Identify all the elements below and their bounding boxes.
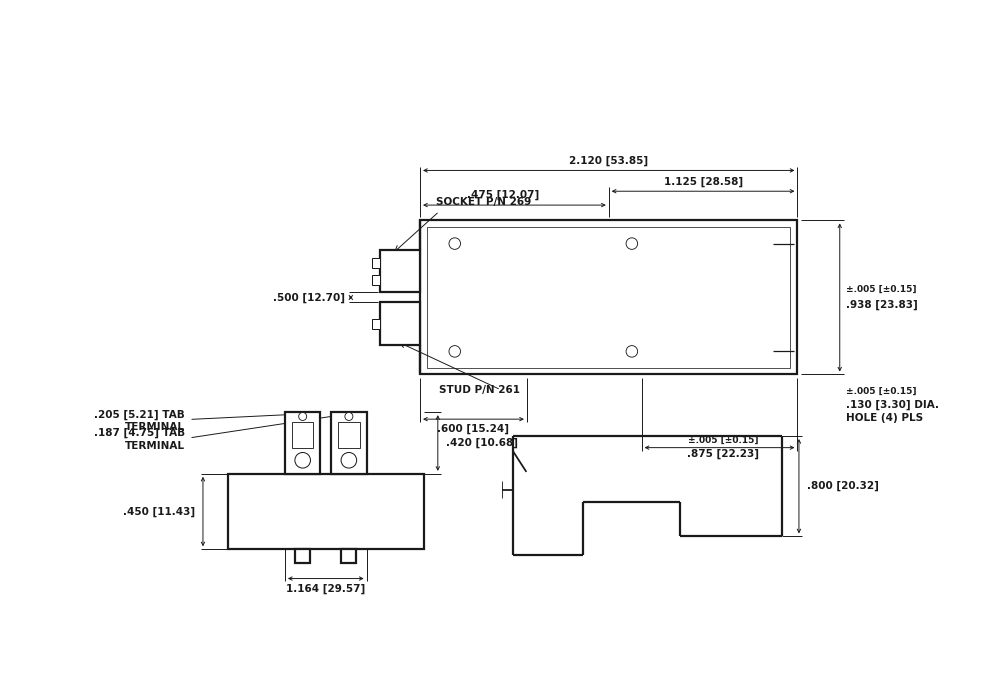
Bar: [372, 318, 380, 329]
Circle shape: [295, 452, 310, 468]
Bar: [380, 302, 420, 345]
Text: ±.005 [±0.15]: ±.005 [±0.15]: [688, 435, 759, 444]
Circle shape: [345, 412, 353, 420]
Bar: [285, 412, 320, 474]
Text: .130 [3.30] DIA.: .130 [3.30] DIA.: [846, 400, 939, 410]
Bar: [420, 220, 797, 375]
Text: .475 [12.07]: .475 [12.07]: [467, 190, 539, 200]
Bar: [372, 258, 380, 268]
Text: ±.005 [±0.15]: ±.005 [±0.15]: [846, 387, 916, 396]
Circle shape: [449, 345, 461, 357]
Text: 1.164 [29.57]: 1.164 [29.57]: [286, 583, 365, 594]
Text: .500 [12.70]: .500 [12.70]: [273, 292, 345, 303]
Bar: [338, 422, 360, 448]
Text: HOLE (4) PLS: HOLE (4) PLS: [846, 412, 923, 422]
Text: .420 [10.68]: .420 [10.68]: [446, 438, 518, 448]
Text: ±.005 [±0.15]: ±.005 [±0.15]: [846, 285, 916, 294]
Bar: [331, 412, 367, 474]
Bar: [295, 550, 310, 563]
Text: TERMINAL: TERMINAL: [125, 422, 185, 432]
Bar: [372, 274, 380, 285]
Circle shape: [626, 345, 638, 357]
Circle shape: [341, 452, 357, 468]
Text: 2.120 [53.85]: 2.120 [53.85]: [569, 155, 648, 166]
Circle shape: [626, 238, 638, 249]
Bar: [380, 250, 420, 293]
Text: .187 [4.75] TAB: .187 [4.75] TAB: [94, 428, 185, 439]
Text: STUD P/N 261: STUD P/N 261: [439, 385, 520, 395]
Text: .800 [20.32]: .800 [20.32]: [807, 481, 879, 491]
Text: .600 [15.24]: .600 [15.24]: [437, 424, 509, 434]
Text: .875 [22.23]: .875 [22.23]: [687, 449, 759, 459]
Bar: [341, 550, 356, 563]
Bar: [427, 227, 790, 368]
Circle shape: [299, 412, 307, 420]
Text: .205 [5.21] TAB: .205 [5.21] TAB: [94, 410, 185, 420]
Text: 1.125 [28.58]: 1.125 [28.58]: [664, 177, 743, 187]
Text: TERMINAL: TERMINAL: [125, 441, 185, 451]
Text: .450 [11.43]: .450 [11.43]: [123, 506, 195, 516]
Text: .938 [23.83]: .938 [23.83]: [846, 300, 918, 310]
Text: SOCKET P/N 269: SOCKET P/N 269: [436, 197, 531, 207]
Circle shape: [449, 238, 461, 249]
Bar: [292, 422, 313, 448]
Bar: [228, 474, 424, 550]
